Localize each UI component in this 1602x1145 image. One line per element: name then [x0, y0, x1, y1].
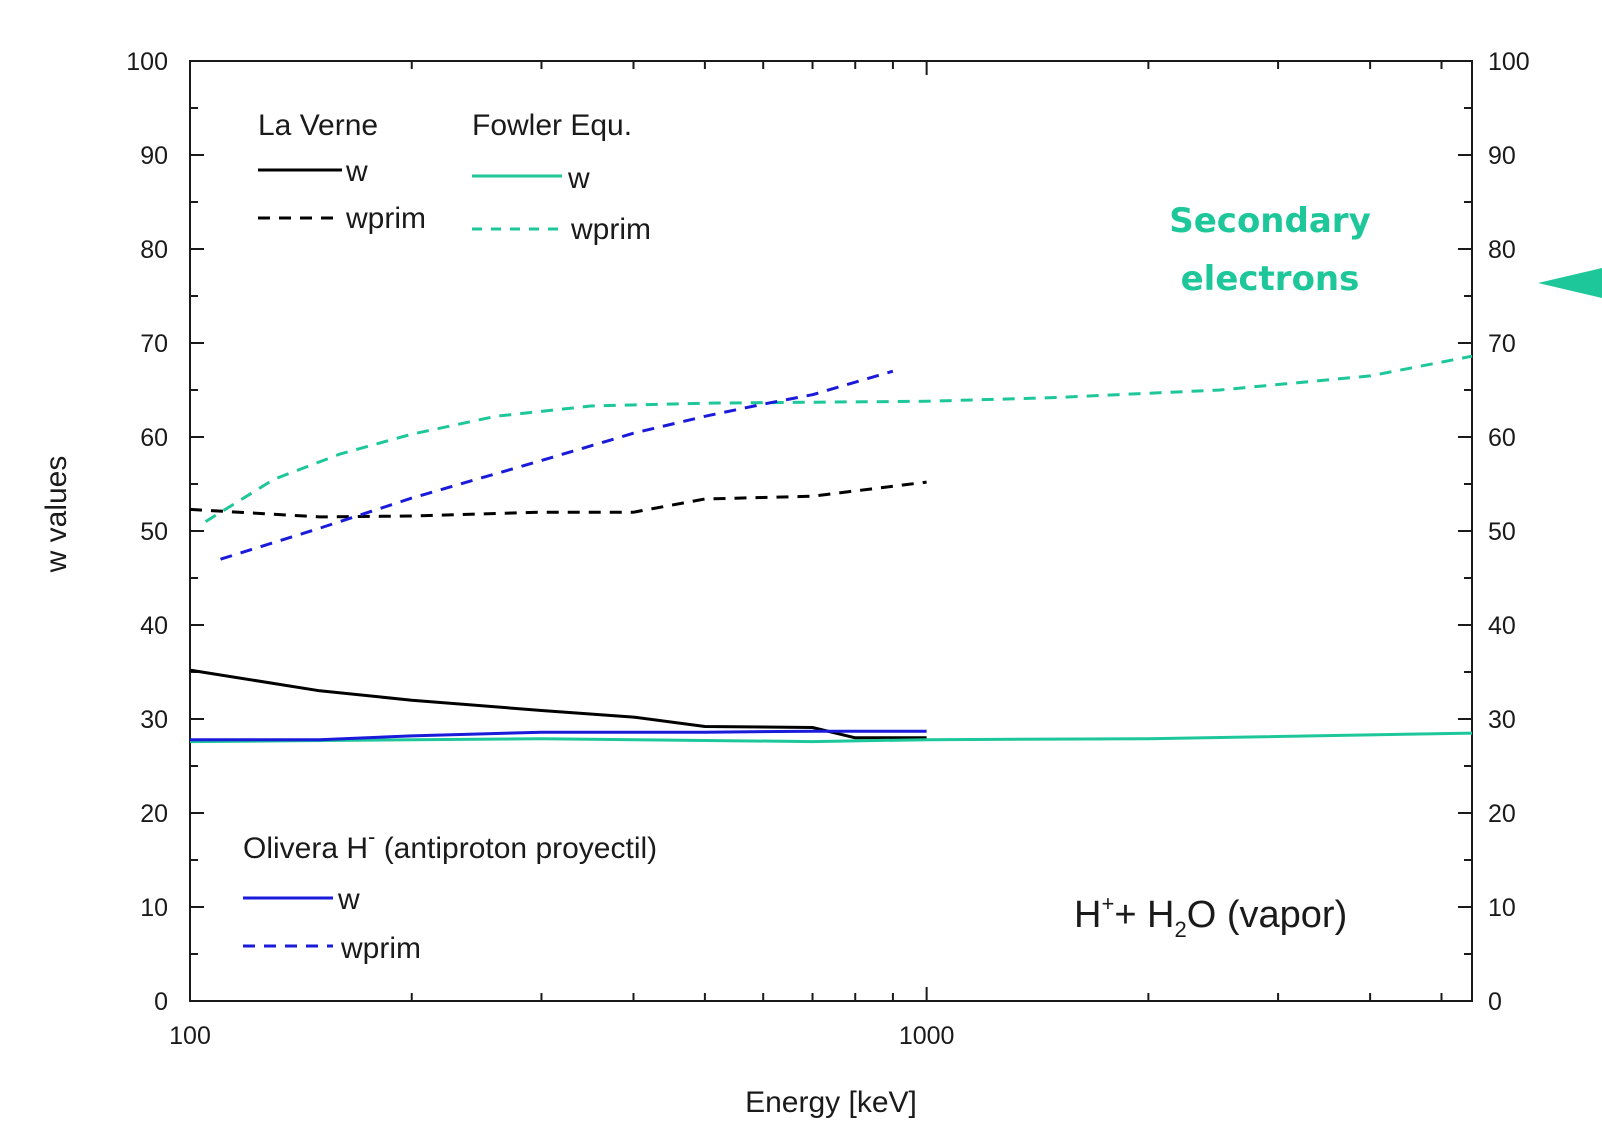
legend-olivera-title-rest: (antiproton proyectil) [375, 832, 657, 865]
y-tick-label-right: 30 [1488, 706, 1516, 734]
series-line-la-verne-w [189, 668, 927, 740]
y-tick-label-left: 30 [140, 706, 168, 734]
y-tick-label-left: 20 [140, 800, 168, 828]
y-tick-label-right: 0 [1488, 988, 1502, 1016]
legend-la-verne-w-label: w [345, 155, 368, 188]
series-line-olivera-w [190, 729, 927, 742]
y-tick-label-left: 70 [140, 330, 168, 358]
series-layer [189, 354, 1473, 744]
y-tick-label-left: 60 [140, 424, 168, 452]
legend-fowler-w-label: w [567, 162, 590, 195]
series-line-fowler-w [189, 731, 1473, 744]
legend-la-verne-wprim-label: wprim [345, 202, 426, 235]
y-tick-label-right: 10 [1488, 894, 1516, 922]
series-line-fowler-wprim [204, 354, 1473, 523]
legend-olivera-wprim-label: wprim [340, 932, 421, 965]
x-tick-label: 100 [169, 1022, 211, 1050]
reaction-label: H++ H2O (vapor) [1074, 891, 1347, 942]
y-tick-label-right: 90 [1488, 142, 1516, 170]
reaction-h: H [1074, 894, 1101, 936]
y-tick-label-left: 80 [140, 236, 168, 264]
secondary-electrons-annotation: Secondary electrons [1169, 201, 1602, 299]
legend-fowler-wprim-label: wprim [570, 213, 651, 246]
series-line-la-verne-wprim [189, 480, 927, 519]
legend-olivera-title-main: Olivera H [243, 832, 368, 865]
y-tick-label-left: 40 [140, 612, 168, 640]
y-tick-label-right: 20 [1488, 800, 1516, 828]
y-tick-label-left: 90 [140, 142, 168, 170]
reaction-plus-sup: + [1101, 891, 1114, 916]
y-tick-label-right: 80 [1488, 236, 1516, 264]
secondary-electrons-line2: electrons [1181, 259, 1360, 299]
y-tick-label-left: 10 [140, 894, 168, 922]
legend-olivera-w-label: w [337, 883, 360, 916]
legend-fowler-title: Fowler Equ. [472, 109, 632, 142]
y-tick-label-right: 70 [1488, 330, 1516, 358]
x-axis-title: Energy [keV] [745, 1086, 917, 1119]
reaction-sub: 2 [1175, 917, 1187, 942]
secondary-electrons-line1: Secondary [1169, 201, 1370, 241]
axis-tick-labels: 0102030405060708090100010203040506070809… [126, 48, 1529, 1050]
y-tick-label-left: 0 [154, 988, 168, 1016]
legend-olivera-title-sup: - [368, 824, 375, 849]
y-tick-label-right: 100 [1488, 48, 1530, 76]
legend-fowler: Fowler Equ. w wprim [472, 109, 651, 246]
y-tick-label-left: 50 [140, 518, 168, 546]
arrow-left-icon [1538, 268, 1602, 298]
legend-olivera-title: Olivera H- (antiproton proyectil) [243, 824, 657, 865]
y-tick-label-right: 50 [1488, 518, 1516, 546]
reaction-mid: + H [1114, 894, 1174, 936]
reaction-end: O (vapor) [1187, 894, 1347, 936]
y-tick-label-right: 40 [1488, 612, 1516, 640]
y-tick-label-right: 60 [1488, 424, 1516, 452]
y-axis-title: w values [40, 456, 73, 574]
legend-la-verne-title: La Verne [258, 109, 378, 142]
x-tick-label: 1000 [899, 1022, 955, 1050]
legend-olivera: Olivera H- (antiproton proyectil) w wpri… [243, 824, 657, 965]
series-line-olivera-wprim [220, 369, 894, 561]
axis-ticks [189, 60, 1472, 1002]
y-tick-label-left: 100 [126, 48, 168, 76]
legend-la-verne: La Verne w wprim [258, 109, 426, 235]
